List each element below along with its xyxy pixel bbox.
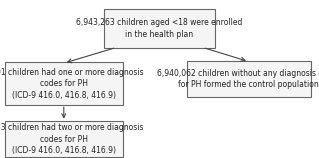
FancyBboxPatch shape — [187, 61, 311, 97]
Text: 6,940,062 children without any diagnosis codes
for PH formed the control populat: 6,940,062 children without any diagnosis… — [157, 69, 319, 89]
Text: 1,583 children had two or more diagnosis
codes for PH
(ICD-9 416.0, 416.8, 416.9: 1,583 children had two or more diagnosis… — [0, 123, 144, 155]
FancyBboxPatch shape — [5, 121, 123, 157]
FancyBboxPatch shape — [104, 9, 215, 48]
Text: 6,943,263 children aged <18 were enrolled
in the health plan: 6,943,263 children aged <18 were enrolle… — [76, 18, 243, 39]
FancyBboxPatch shape — [5, 62, 123, 105]
Text: 3,201 children had one or more diagnosis
codes for PH
(ICD-9 416.0, 416.8, 416.9: 3,201 children had one or more diagnosis… — [0, 68, 144, 100]
